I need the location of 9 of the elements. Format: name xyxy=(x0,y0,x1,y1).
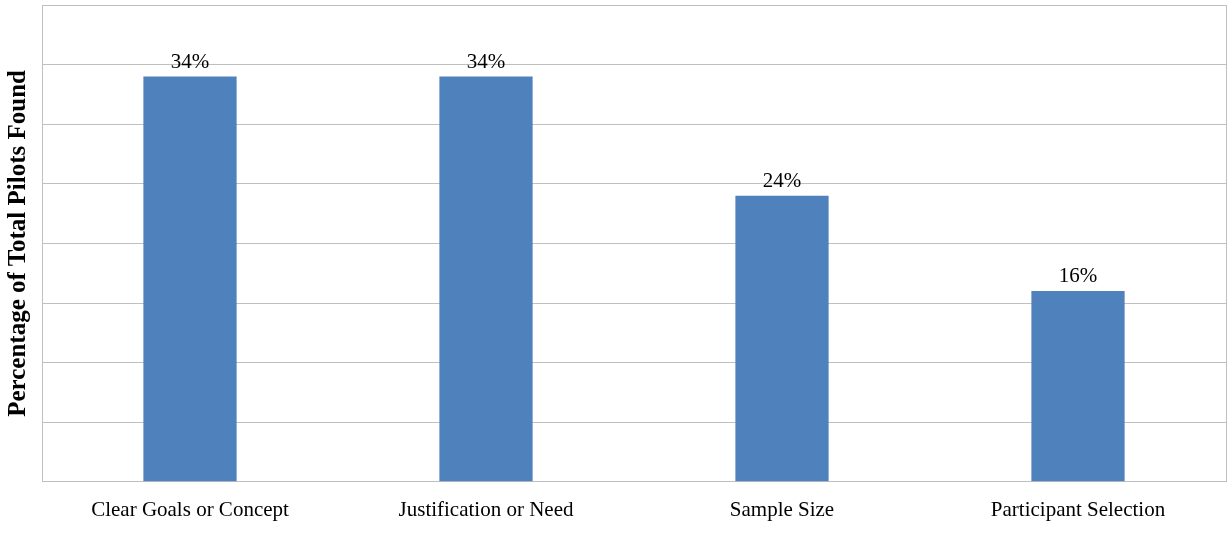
x-tick-label: Clear Goals or Concept xyxy=(91,496,290,521)
data-label: 34% xyxy=(466,48,506,73)
data-label: 34% xyxy=(170,48,210,73)
x-tick-label: Participant Selection xyxy=(990,496,1166,521)
x-tick-label: Justification or Need xyxy=(398,496,574,521)
data-label: 24% xyxy=(762,167,802,192)
x-tick-label: Sample Size xyxy=(729,496,835,521)
y-axis-title: Percentage of Total Pilots Found xyxy=(3,69,31,417)
data-label: 16% xyxy=(1058,263,1098,288)
